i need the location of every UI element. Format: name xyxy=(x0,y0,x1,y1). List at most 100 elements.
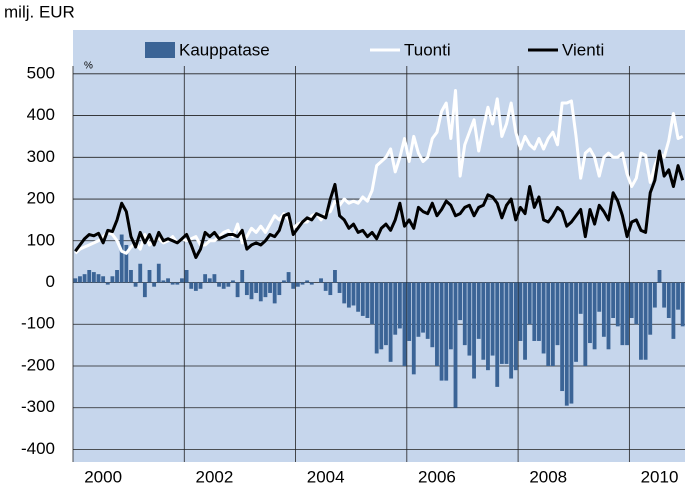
bar xyxy=(601,282,606,337)
bar xyxy=(212,274,217,283)
bar xyxy=(397,282,402,329)
bar xyxy=(142,282,147,298)
bar xyxy=(499,282,504,364)
bar xyxy=(384,282,388,346)
x-tick-label: 2004 xyxy=(307,467,345,486)
legend-swatch xyxy=(145,42,175,58)
bar xyxy=(407,282,412,341)
line xyxy=(74,149,685,259)
bar xyxy=(634,282,639,325)
y-tick-label: 300 xyxy=(27,147,55,166)
bar xyxy=(180,278,184,283)
bar xyxy=(643,282,648,360)
bar xyxy=(639,282,643,360)
bar xyxy=(124,244,129,283)
bar xyxy=(328,282,333,296)
bar xyxy=(666,282,671,318)
y-tick-label: -400 xyxy=(21,439,55,458)
bar xyxy=(226,282,231,287)
bar xyxy=(527,282,532,325)
bar xyxy=(101,276,106,283)
bar xyxy=(207,278,212,283)
bar xyxy=(96,274,101,283)
bar xyxy=(379,282,384,350)
bar xyxy=(193,282,198,291)
bar xyxy=(425,282,430,339)
bar xyxy=(105,282,110,285)
bar xyxy=(235,282,240,298)
bar xyxy=(133,282,138,287)
bar xyxy=(523,282,527,360)
bar xyxy=(119,234,124,283)
bar xyxy=(91,272,96,283)
bar xyxy=(416,282,421,337)
bar xyxy=(625,282,629,346)
bar xyxy=(217,282,221,287)
bar xyxy=(244,282,249,296)
bar xyxy=(453,282,458,408)
bar xyxy=(448,282,453,350)
y-tick-label: 200 xyxy=(27,189,55,208)
y-tick-label: -100 xyxy=(21,314,55,333)
bar xyxy=(254,282,259,293)
bar xyxy=(268,282,272,293)
bar xyxy=(110,276,115,283)
bar xyxy=(509,282,514,379)
bar xyxy=(430,282,435,348)
bar xyxy=(564,282,569,406)
bar xyxy=(435,282,439,366)
bar xyxy=(597,282,602,312)
bar xyxy=(221,282,226,289)
bar xyxy=(161,280,166,283)
bar xyxy=(676,282,680,310)
bar xyxy=(513,282,518,371)
bar xyxy=(346,282,351,308)
bar xyxy=(393,282,398,335)
y-tick-label: 100 xyxy=(27,230,55,249)
bar xyxy=(615,282,620,327)
legend-label: Tuonti xyxy=(404,40,451,59)
bar xyxy=(263,282,268,298)
bar xyxy=(305,280,310,283)
x-tick-label: 2006 xyxy=(418,467,456,486)
bar xyxy=(592,282,597,350)
bar xyxy=(249,282,254,300)
bar xyxy=(147,270,152,283)
bar xyxy=(73,278,78,283)
bar xyxy=(458,282,463,321)
bar xyxy=(518,282,523,341)
bar xyxy=(578,282,583,314)
legend-label: Kauppatase xyxy=(179,40,270,59)
bar xyxy=(78,276,82,283)
bar xyxy=(486,282,490,371)
bar xyxy=(537,282,541,341)
bar xyxy=(198,282,203,289)
bar xyxy=(258,282,263,302)
bar xyxy=(156,263,161,283)
bar xyxy=(115,270,119,283)
bar xyxy=(166,278,170,283)
bar xyxy=(129,270,133,283)
bar xyxy=(606,282,611,350)
bar xyxy=(138,263,143,283)
bar xyxy=(648,282,653,335)
bar xyxy=(402,282,407,366)
y-tick-label: -200 xyxy=(21,355,55,374)
bar xyxy=(583,282,588,366)
y-tick-label: -300 xyxy=(21,397,55,416)
bar xyxy=(342,282,347,304)
bar xyxy=(82,274,87,283)
bar xyxy=(184,270,189,283)
bar xyxy=(309,282,314,285)
bar xyxy=(351,282,356,306)
bar xyxy=(286,272,291,283)
y-tick-label: 0 xyxy=(46,272,55,291)
bar xyxy=(588,282,592,344)
bar xyxy=(365,282,370,318)
bar xyxy=(319,278,323,283)
bar xyxy=(170,282,175,285)
bar xyxy=(333,270,337,283)
bar xyxy=(680,282,685,327)
